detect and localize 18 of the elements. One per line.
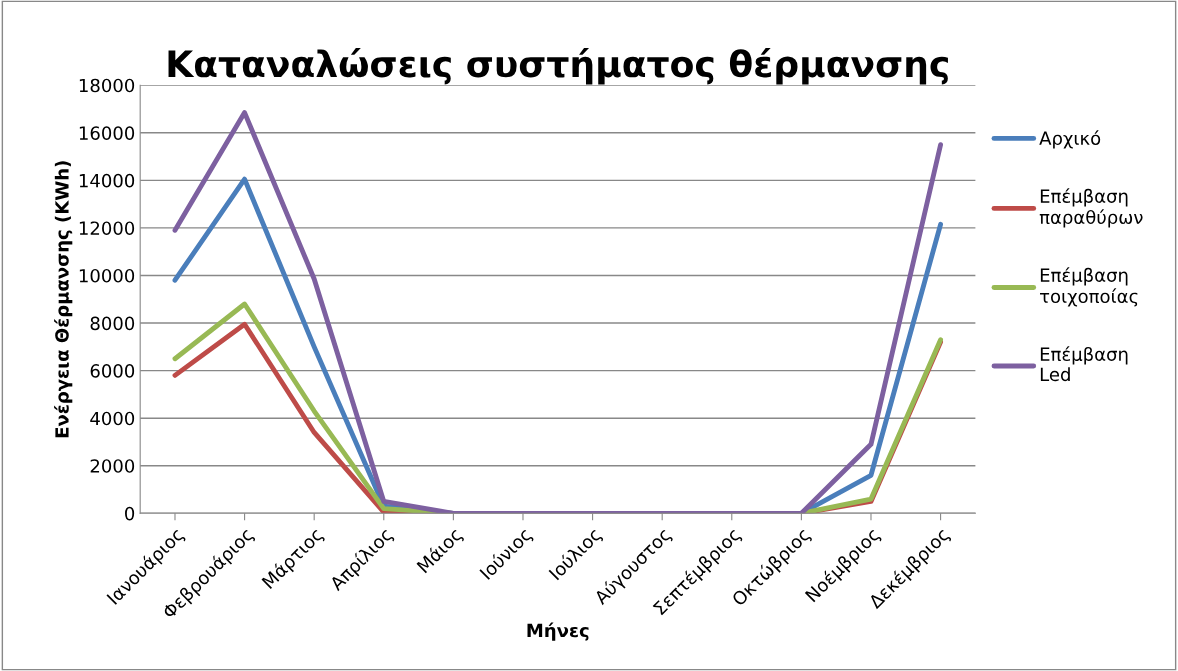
y-tick-label: 6000 bbox=[90, 364, 135, 378]
line-series bbox=[172, 110, 944, 514]
y-tick-label: 18000 bbox=[79, 78, 135, 93]
y-tick-label: 12000 bbox=[79, 221, 135, 236]
legend-label: Αρχικό bbox=[1039, 130, 1101, 149]
y-tick-label: 2000 bbox=[90, 459, 135, 473]
y-tick-label: 14000 bbox=[79, 173, 135, 188]
y-tick-label: 16000 bbox=[79, 126, 135, 140]
legend-label: Επέμβαση τοιχοποίας bbox=[1040, 267, 1138, 307]
legend-label: Επέμβαση παραθύρων bbox=[1039, 188, 1143, 228]
y-tick-label: 8000 bbox=[90, 316, 135, 331]
x-axis-title: Μήνες bbox=[527, 622, 589, 641]
y-tick-label: 4000 bbox=[90, 411, 135, 426]
y-axis-title: Ενέργεια Θέρμανσης (KWh) bbox=[54, 161, 73, 438]
chart-title: Καταναλώσεις συστήματος θέρμανσης bbox=[168, 48, 948, 85]
y-tick-label: 10000 bbox=[79, 268, 135, 283]
y-tick-label: 0 bbox=[125, 506, 135, 521]
legend-label: Επέμβαση Led bbox=[1040, 346, 1128, 382]
